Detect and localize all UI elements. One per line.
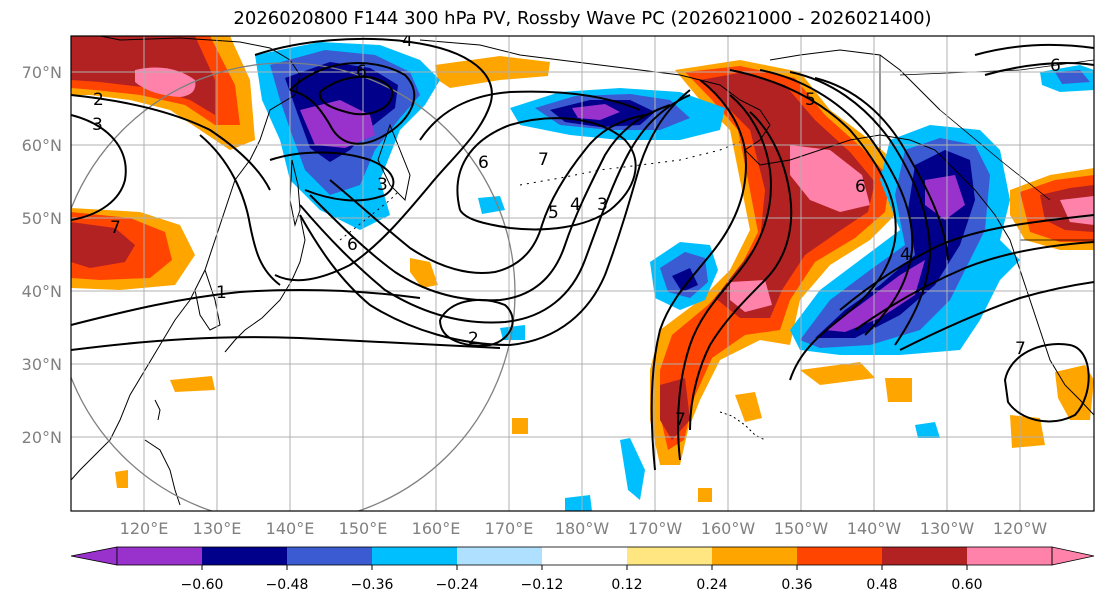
lat-label: 60°N <box>22 136 62 155</box>
lon-label: 180°W <box>555 519 610 538</box>
colorbar-extend-low <box>70 546 118 566</box>
lon-label: 150°W <box>774 519 829 538</box>
contour-label: 4 <box>570 195 581 215</box>
colorbar-segment <box>797 547 882 565</box>
contour-label: 5 <box>805 90 816 110</box>
lon-label: 120°E <box>120 519 169 538</box>
colorbar-tick-label: 0.36 <box>781 577 812 593</box>
latitude-labels: 70°N 60°N 50°N 40°N 30°N 20°N <box>22 63 62 447</box>
colorbar-segment <box>882 547 967 565</box>
colorbar-tick-label: 0.48 <box>866 577 897 593</box>
map-frame <box>70 35 1095 512</box>
contour-labels: 2 3 4 6 3 6 6 5 4 3 7 1 2 7 5 6 4 7 6 7 <box>92 31 1061 430</box>
colorbar-segment <box>202 547 287 565</box>
reference-circle <box>71 62 516 511</box>
map-title: 2026020800 F144 300 hPa PV, Rossby Wave … <box>233 8 932 29</box>
colorbar-extend-high <box>1051 546 1095 566</box>
contour-label: 3 <box>597 195 608 215</box>
colorbar-tick-label: 0.12 <box>611 577 642 593</box>
lon-label: 160°E <box>412 519 461 538</box>
colorbar-segment <box>712 547 797 565</box>
colorbar-tick-label: −0.12 <box>521 577 564 593</box>
contour-label: 6 <box>1050 56 1061 76</box>
contour-label: 5 <box>548 203 559 223</box>
contour-label: 6 <box>855 177 866 197</box>
lat-label: 20°N <box>22 428 62 447</box>
contour-label: 6 <box>478 153 489 173</box>
contour-label: 3 <box>92 115 103 135</box>
pv-contours <box>71 37 1094 471</box>
colorbar-segment <box>372 547 457 565</box>
contour-label: 4 <box>402 31 413 51</box>
lon-label: 140°W <box>847 519 902 538</box>
lat-label: 30°N <box>22 355 62 374</box>
colorbar-tick-label: 0.60 <box>951 577 982 593</box>
contour-label: 6 <box>347 235 358 255</box>
colorbar: −0.60 −0.48 −0.36 −0.24 −0.12 0.12 0.24 … <box>70 546 1095 593</box>
colorbar-ticks <box>201 565 968 570</box>
negative-anomaly-fill <box>255 42 1094 511</box>
lon-label: 130°W <box>920 519 975 538</box>
contour-label: 4 <box>900 245 911 265</box>
contour-label: 1 <box>216 283 227 303</box>
lon-label: 120°W <box>993 519 1048 538</box>
contour-label: 3 <box>377 175 388 195</box>
contour-label: 2 <box>468 329 479 349</box>
colorbar-tick-label: −0.48 <box>266 577 309 593</box>
contour-label: 7 <box>110 218 121 238</box>
colorbar-segment <box>287 547 372 565</box>
contour-label: 7 <box>1015 339 1026 359</box>
lon-label: 160°W <box>701 519 756 538</box>
colorbar-tick-labels: −0.60 −0.48 −0.36 −0.24 −0.12 0.12 0.24 … <box>181 577 983 593</box>
colorbar-segment <box>967 547 1052 565</box>
longitude-labels: 120°E 130°E 140°E 150°E 160°E 170°E 180°… <box>120 519 1048 538</box>
lat-label: 70°N <box>22 63 62 82</box>
map-plot-area: 2 3 4 6 3 6 6 5 4 3 7 1 2 7 5 6 4 7 6 7 <box>71 31 1094 511</box>
lon-label: 140°E <box>266 519 315 538</box>
lat-label: 50°N <box>22 209 62 228</box>
contour-label: 7 <box>675 410 686 430</box>
lon-label: 170°E <box>485 519 534 538</box>
colorbar-tick-label: −0.36 <box>351 577 394 593</box>
lon-label: 130°E <box>193 519 242 538</box>
colorbar-segment <box>457 547 542 565</box>
colorbar-segment <box>627 547 712 565</box>
colorbar-frame <box>116 546 1053 566</box>
lon-label: 170°W <box>628 519 683 538</box>
contour-label: 7 <box>538 150 549 170</box>
colorbar-segment <box>117 547 202 565</box>
colorbar-segment <box>542 547 627 565</box>
colorbar-tick-label: 0.24 <box>696 577 727 593</box>
contour-label: 6 <box>356 62 367 82</box>
colorbar-tick-label: −0.60 <box>181 577 224 593</box>
contour-label: 2 <box>93 90 104 110</box>
colorbar-tick-label: −0.24 <box>436 577 479 593</box>
lat-label: 40°N <box>22 282 62 301</box>
lon-label: 150°E <box>339 519 388 538</box>
